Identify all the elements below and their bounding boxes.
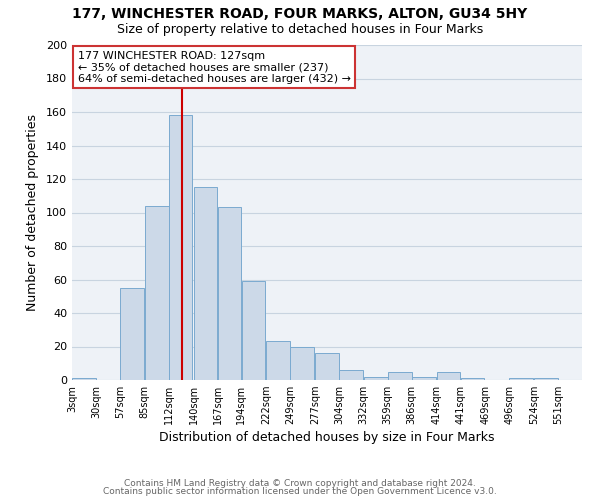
Bar <box>388 372 412 380</box>
Text: Contains public sector information licensed under the Open Government Licence v3: Contains public sector information licen… <box>103 487 497 496</box>
Bar <box>437 372 460 380</box>
Bar <box>461 378 484 380</box>
Text: Size of property relative to detached houses in Four Marks: Size of property relative to detached ho… <box>117 22 483 36</box>
Bar <box>290 346 314 380</box>
Text: 177, WINCHESTER ROAD, FOUR MARKS, ALTON, GU34 5HY: 177, WINCHESTER ROAD, FOUR MARKS, ALTON,… <box>73 8 527 22</box>
Bar <box>242 281 265 380</box>
Bar <box>145 206 169 380</box>
Bar <box>218 208 241 380</box>
Bar <box>534 378 558 380</box>
Bar <box>120 288 144 380</box>
Bar <box>194 188 217 380</box>
Bar <box>412 376 436 380</box>
Y-axis label: Number of detached properties: Number of detached properties <box>26 114 39 311</box>
X-axis label: Distribution of detached houses by size in Four Marks: Distribution of detached houses by size … <box>159 432 495 444</box>
Bar <box>339 370 363 380</box>
Bar <box>169 116 193 380</box>
Bar <box>509 378 533 380</box>
Text: 177 WINCHESTER ROAD: 127sqm
← 35% of detached houses are smaller (237)
64% of se: 177 WINCHESTER ROAD: 127sqm ← 35% of det… <box>77 50 350 84</box>
Bar <box>72 378 96 380</box>
Text: Contains HM Land Registry data © Crown copyright and database right 2024.: Contains HM Land Registry data © Crown c… <box>124 478 476 488</box>
Bar <box>364 376 388 380</box>
Bar <box>266 342 290 380</box>
Bar <box>315 353 339 380</box>
